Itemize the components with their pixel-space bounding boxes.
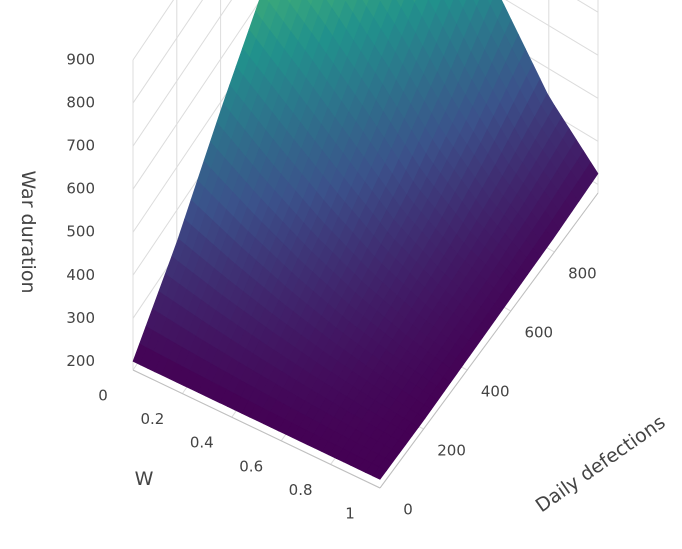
x-tick-label-1: 0.2	[140, 410, 164, 428]
x-tick-label-4: 0.8	[289, 481, 313, 499]
z-tick-label-6: 800	[66, 94, 95, 112]
x-tick-label-0: 0	[98, 387, 108, 405]
y-axis-title: Daily defections	[532, 411, 670, 517]
z-tick-label-1: 300	[66, 309, 95, 327]
z-tick-label-3: 500	[66, 223, 95, 241]
y-tick-label-2: 400	[481, 383, 510, 401]
grid-line-z-left-4	[132, 0, 262, 190]
axis-edge-y	[379, 192, 599, 489]
grid-line-z-left-5	[132, 0, 233, 147]
z-tick-label-2: 400	[66, 266, 95, 284]
surface-patch	[372, 466, 387, 480]
z-tick-label-5: 700	[66, 137, 95, 155]
y-tick-label-3: 600	[524, 324, 553, 342]
y-tick-label-0: 0	[403, 501, 413, 519]
y-tick-label-1: 200	[437, 442, 466, 460]
z-tick-label-7: 900	[66, 51, 95, 69]
axis-edge-x	[132, 369, 381, 489]
y-tick-label-4: 800	[568, 265, 597, 283]
z-tick-label-4: 600	[66, 180, 95, 198]
x-tick-label-5: 1	[345, 505, 355, 523]
surface-layer	[132, 0, 599, 480]
grid-line-z-left-7	[132, 0, 175, 61]
x-axis-title: W	[135, 468, 154, 490]
x-tick-label-3: 0.6	[239, 457, 263, 475]
z-axis-title: War duration	[17, 170, 39, 293]
x-tick-label-2: 0.4	[190, 434, 214, 452]
grid-line-z-left-6	[132, 0, 204, 104]
z-tick-label-0: 200	[66, 352, 95, 370]
grid-line-z-back-3	[505, 0, 599, 56]
